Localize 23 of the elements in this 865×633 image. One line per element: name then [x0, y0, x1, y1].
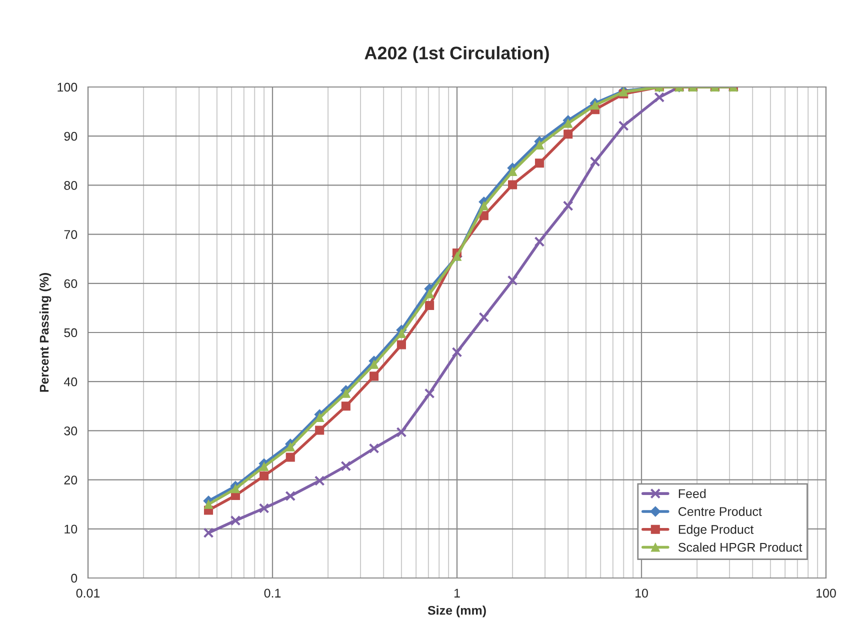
x-axis-title: Size (mm) — [428, 606, 486, 618]
legend-label: Feed — [678, 488, 706, 498]
y-tick-label: 100 — [58, 82, 78, 92]
y-tick-label: 10 — [64, 524, 78, 534]
chart-title: A202 (1st Circulation) — [364, 46, 549, 63]
y-tick-label: 0 — [71, 574, 78, 583]
y-tick-label: 20 — [64, 476, 78, 484]
x-tick-label: 0.01 — [76, 588, 100, 598]
x-tick-label: 10 — [636, 588, 648, 598]
y-tick-label: 50 — [64, 328, 78, 338]
y-tick-label: 70 — [64, 230, 78, 239]
y-tick-label: 90 — [64, 132, 78, 141]
y-tick-label: 80 — [64, 181, 78, 190]
legend-label: Edge Product — [678, 524, 754, 536]
y-tick-label: 40 — [64, 377, 78, 386]
x-tick-label: 1 — [454, 588, 460, 598]
y-tick-label: 30 — [64, 426, 78, 436]
legend-label: Scaled HPGR Product — [678, 542, 802, 552]
y-axis-title: Percent Passing (%) — [39, 273, 52, 392]
x-tick-label: 0.1 — [264, 588, 281, 598]
x-tick-label: 100 — [816, 588, 836, 598]
legend-label: Centre Product — [678, 506, 762, 516]
y-tick-label: 60 — [64, 279, 78, 288]
